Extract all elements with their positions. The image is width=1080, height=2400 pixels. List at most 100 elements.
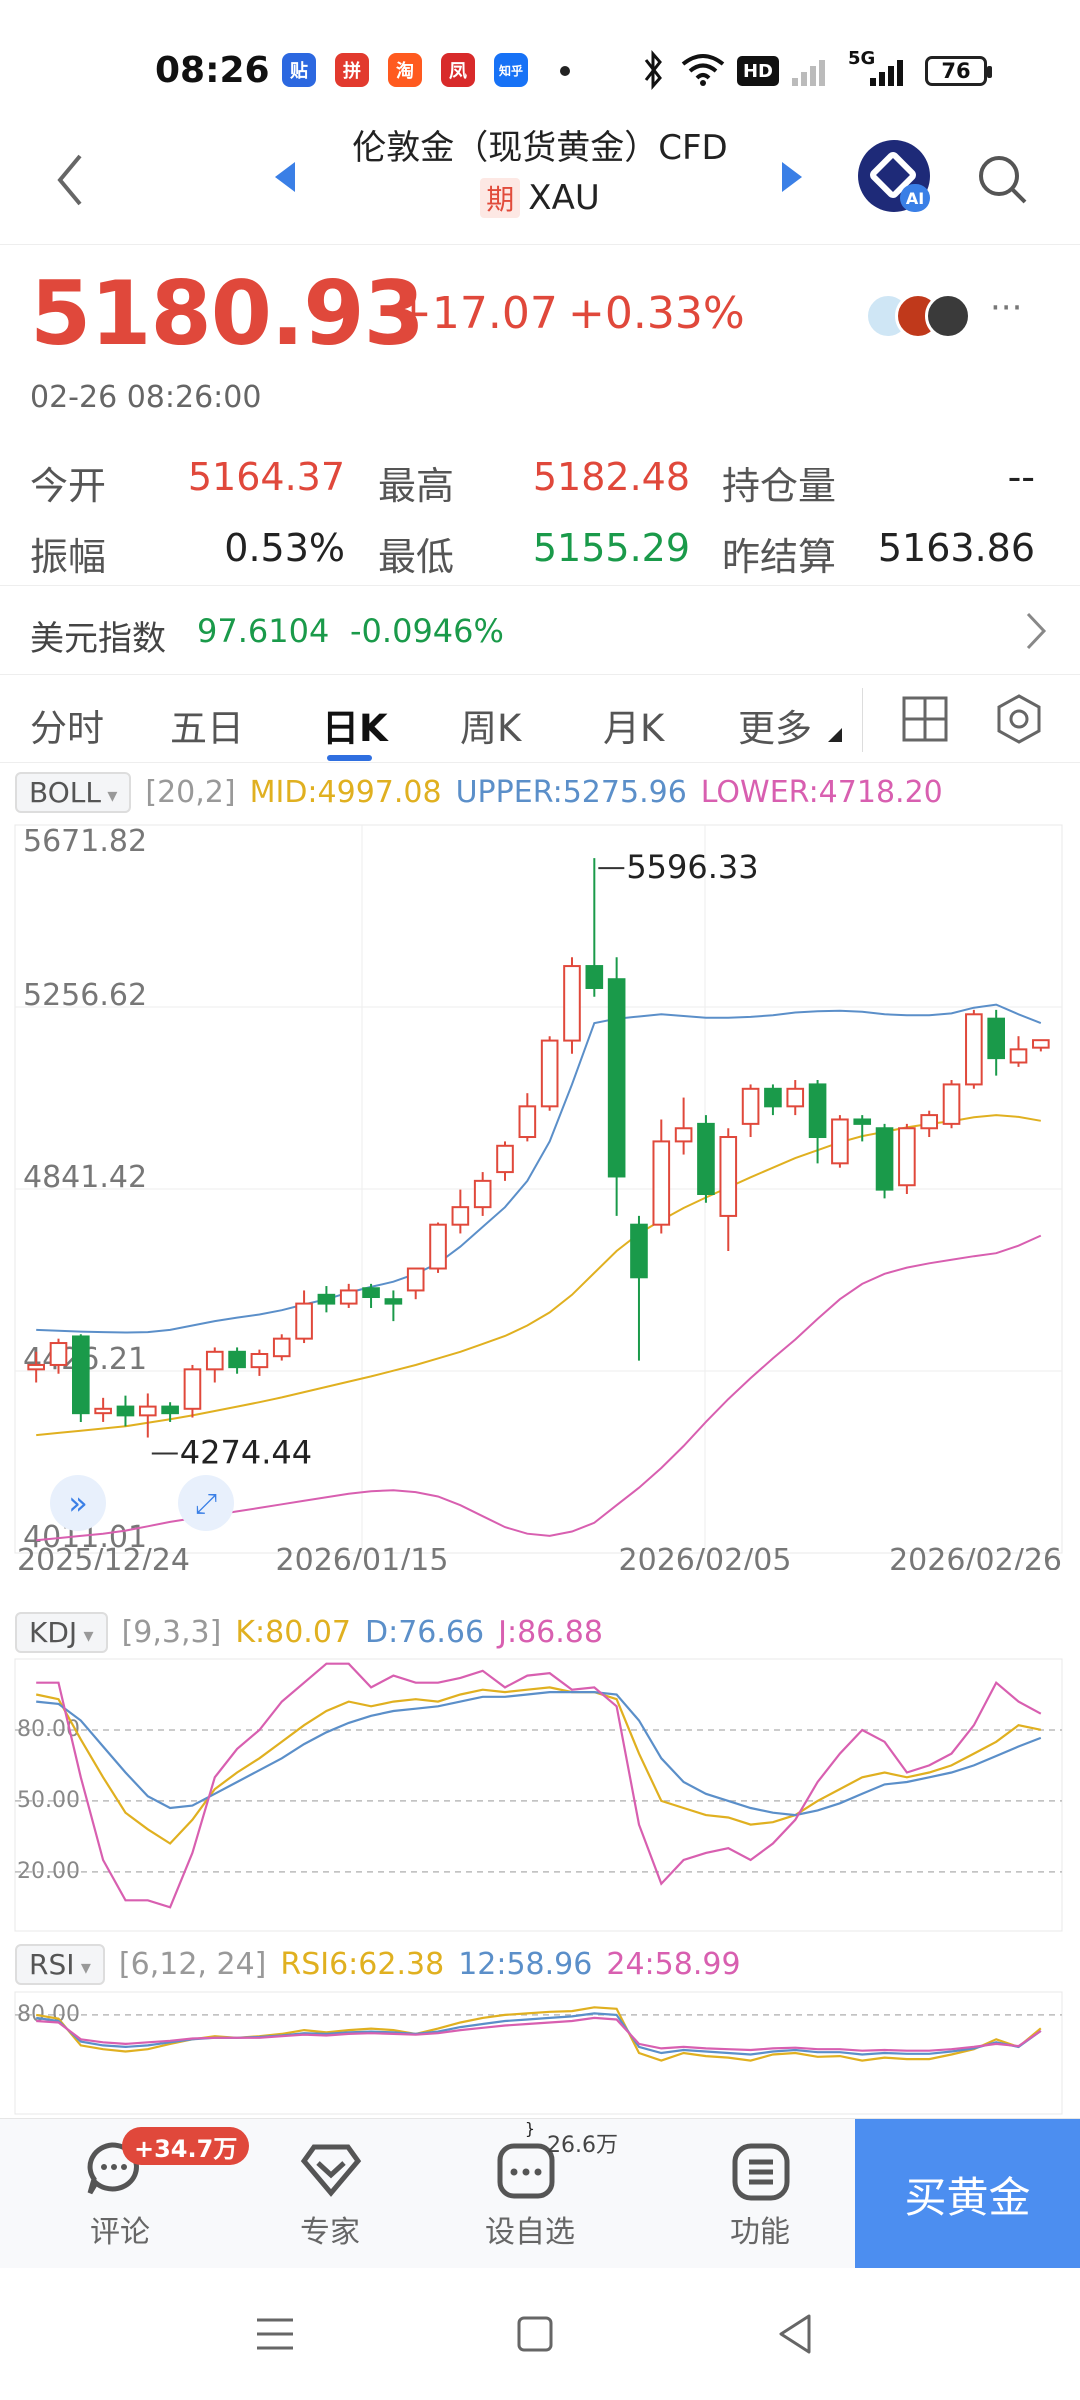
- candle-up: [674, 1127, 693, 1143]
- header: 伦敦金（现货黄金）CFD 期 XAU AI: [0, 110, 1080, 245]
- candle-down: [987, 1017, 1005, 1060]
- stat-value: 5155.29: [532, 526, 690, 570]
- stat-label: 最高: [378, 464, 455, 508]
- active-tab-underline: [327, 755, 372, 761]
- back-arrow-icon[interactable]: [50, 150, 90, 210]
- home-nav-icon[interactable]: [515, 2314, 555, 2354]
- candle-up: [831, 1118, 849, 1165]
- more-menu-icon[interactable]: ···: [990, 288, 1023, 328]
- tab-2[interactable]: 五日: [170, 707, 244, 750]
- stat-value: 5163.86: [877, 526, 1035, 570]
- function-menu-icon: [732, 2143, 790, 2201]
- boll-mid: MID:4997.08: [249, 775, 442, 810]
- tab-6[interactable]: 更多: [738, 707, 812, 750]
- candle-down: [585, 965, 604, 989]
- function-button[interactable]: 功能: [700, 2119, 820, 2269]
- ai-logo-icon: [870, 152, 916, 198]
- candle-up: [250, 1352, 269, 1369]
- price-change-pct: +0.33%: [568, 288, 745, 339]
- candle-down: [116, 1405, 135, 1417]
- ai-assistant-button[interactable]: AI: [858, 140, 930, 212]
- stat-label: 今开: [30, 464, 107, 508]
- dark-avatar-icon[interactable]: [925, 293, 971, 339]
- dollar-index-row[interactable]: 美元指数 97.6104 -0.0946%: [0, 585, 1080, 675]
- pdd-app-icon: 拼: [335, 53, 369, 87]
- dollar-index-label: 美元指数: [30, 619, 166, 659]
- stat-value: 5164.37: [187, 455, 345, 499]
- quote-timestamp: 02-26 08:26:00: [30, 380, 262, 415]
- boll-lower: LOWER:4718.20: [700, 775, 943, 810]
- candle-up: [138, 1405, 157, 1417]
- rsi-selector[interactable]: RSI: [15, 1944, 105, 1985]
- rsi-chart[interactable]: 80.00: [0, 1988, 1080, 2118]
- candle-down: [317, 1293, 336, 1305]
- price-change: +17.07: [395, 288, 558, 339]
- dollar-index-value: 97.6104: [197, 612, 330, 650]
- function-label: 功能: [730, 2215, 790, 2250]
- candle-up: [898, 1127, 916, 1187]
- candle-down: [72, 1335, 90, 1415]
- bluetooth-icon: [644, 50, 662, 90]
- stat-label: 昨结算: [722, 535, 837, 579]
- candle-down: [764, 1087, 782, 1108]
- series-k-line: [35, 1686, 1042, 1845]
- candlestick-chart[interactable]: 5671.825256.624841.424426.214011.015596.…: [0, 815, 1080, 1570]
- kdj-selector[interactable]: KDJ: [15, 1612, 108, 1653]
- ifeng-app-icon: 凤: [441, 53, 475, 87]
- ai-badge: AI: [900, 184, 930, 212]
- tab-1[interactable]: 分时: [30, 707, 104, 750]
- next-instrument-arrow-icon[interactable]: [782, 162, 802, 192]
- status-bar: 08:26 贴拼淘凤知乎 HD 5G 76: [0, 0, 1080, 110]
- candle-up: [473, 1179, 492, 1209]
- chart-frame: [14, 1991, 1063, 2115]
- layout-grid-icon[interactable]: [900, 694, 950, 744]
- kdj-d: D:76.66: [365, 1615, 485, 1650]
- x-tick-label: 2026/02/05: [619, 1543, 792, 1570]
- kdj-legend: KDJ [9,3,3] K:80.07 D:76.66 J:86.88: [15, 1612, 603, 1653]
- candle-up: [563, 965, 581, 1042]
- candle-up: [741, 1087, 760, 1125]
- zhihu-app-icon: 知乎: [494, 53, 528, 87]
- back-nav-icon[interactable]: [775, 2312, 815, 2356]
- tab-3[interactable]: 日K: [322, 707, 388, 750]
- instrument-title: 伦敦金（现货黄金）CFD: [352, 128, 728, 168]
- boll-selector[interactable]: BOLL: [15, 772, 132, 813]
- expert-diamond-icon: [300, 2144, 362, 2197]
- buy-gold-button[interactable]: 买黄金: [855, 2119, 1080, 2269]
- candle-up: [49, 1342, 68, 1366]
- series-rsi12-line: [36, 2012, 1042, 2056]
- rsi-legend: RSI [6,12, 24] RSI6:62.38 12:58.96 24:58.99: [15, 1944, 741, 1985]
- expert-button[interactable]: 专家: [270, 2119, 390, 2269]
- boll-legend: BOLL [20,2] MID:4997.08 UPPER:5275.96 LOWER:…: [15, 772, 943, 813]
- candle-down: [697, 1122, 715, 1196]
- fullscreen-button[interactable]: ⤢: [178, 1475, 234, 1531]
- scroll-left-button[interactable]: »: [50, 1475, 106, 1531]
- menu-nav-icon[interactable]: [255, 2314, 295, 2354]
- candle-up: [272, 1337, 291, 1358]
- add-watchlist-button[interactable]: 26.6万 设自选 }: [465, 2119, 618, 2269]
- system-nav-bar: [0, 2268, 1080, 2400]
- settings-hex-icon[interactable]: [992, 692, 1046, 746]
- candle-up: [540, 1039, 559, 1108]
- watchlist-add-icon: [497, 2143, 555, 2199]
- prev-instrument-arrow-icon[interactable]: [275, 162, 295, 192]
- chevron-right-icon: [1026, 612, 1047, 650]
- series-j-line: [36, 1662, 1042, 1909]
- candle-down: [161, 1405, 179, 1415]
- last-price: 5180.93: [30, 262, 425, 365]
- tab-5[interactable]: 月K: [603, 707, 665, 750]
- candle-up: [183, 1368, 202, 1410]
- chart-frame: [14, 1658, 1063, 1932]
- search-icon[interactable]: [975, 152, 1031, 208]
- tab-divider: [862, 688, 863, 752]
- y-tick-label: 5671.82: [23, 824, 147, 859]
- futures-tag: 期: [480, 178, 521, 218]
- signal-icon-1: [792, 60, 825, 86]
- candle-up: [1032, 1039, 1050, 1049]
- battery-tip: [987, 66, 992, 78]
- comment-button[interactable]: +34.7万 评论: [60, 2119, 250, 2269]
- tab-4[interactable]: 周K: [460, 707, 522, 750]
- boll-upper: UPPER:5275.96: [455, 775, 687, 810]
- double-chevron-icon: »: [68, 1484, 88, 1522]
